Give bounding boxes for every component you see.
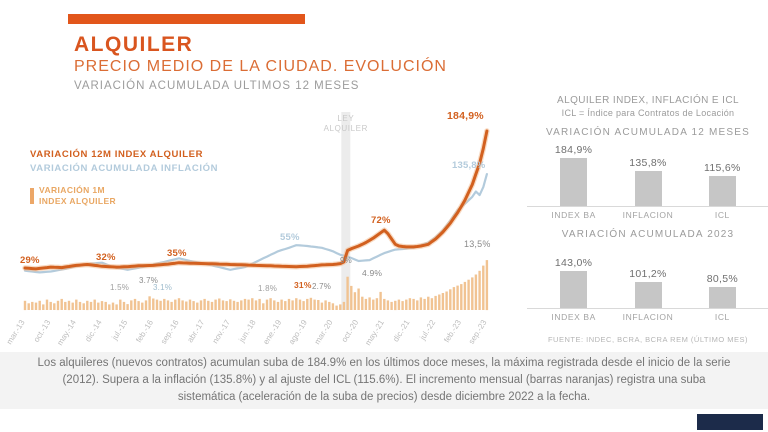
x-tick-label: ene.-19 (261, 318, 283, 346)
x-tick-label: abr.-17 (185, 318, 206, 344)
point-label: 1.8% (258, 284, 277, 293)
point-label: 32% (96, 252, 116, 263)
mini-bar-category: INFLACION (622, 210, 674, 220)
ley-alquiler-label: LEY (337, 114, 354, 123)
point-labels: 29% 32% 35% 1.5% 3.7%3.1% 1.8% 31% 2.7% 9% 4.9% 55… (20, 110, 491, 293)
mini-bar-value: 115,6% (704, 161, 741, 174)
point-label: 135,8% (452, 160, 486, 171)
ley-alquiler-label: ALQUILER (324, 124, 368, 133)
x-tick-label: feb.-23 (442, 318, 463, 344)
point-label: 3.7% (139, 276, 158, 285)
title-block: ALQUILER PRECIO MEDIO DE LA CIUDAD. EVOL… (74, 33, 447, 92)
x-tick-label: jun.-18 (237, 318, 258, 345)
mini-categories-row: INDEX BA INFLACION ICL (527, 309, 768, 322)
logo-bar (697, 414, 763, 430)
x-tick-label: jul.-22 (418, 318, 438, 343)
x-tick-label: ago.-19 (287, 318, 309, 346)
mini-chart-12m: 184,9% 135,8% 115,6% INDEX BA INFLACION ICL (527, 144, 768, 220)
mini-bar-category: INDEX BA (551, 210, 596, 220)
mini-bars-row: 143,0% 101,2% 80,5% (527, 246, 768, 308)
x-tick-label: mar.-20 (313, 318, 335, 346)
point-label: 72% (371, 215, 391, 226)
x-tick-label: dic.-14 (83, 318, 104, 344)
point-label: 184,9% (447, 110, 484, 122)
mini-chart-12m-title: VARIACIÓN ACUMULADA 12 MESES (545, 127, 751, 138)
legend-inflation: VARIACIÓN ACUMULADA INFLACIÓN (30, 163, 219, 174)
mini-bar-category: INDEX BA (551, 312, 596, 322)
point-label: 55% (280, 232, 300, 243)
mini-bar-value: 184,9% (554, 143, 593, 156)
legend-monthly-line2: INDEX ALQUILER (39, 195, 117, 206)
legend: VARIACIÓN 12M INDEX ALQUILER VARIACIÓN A… (30, 149, 218, 206)
mini-bar-group: 115,6% (686, 162, 759, 206)
mini-axis-line (527, 206, 768, 207)
mini-categories-row: INDEX BA INFLACION ICL (527, 207, 768, 220)
mini-bar (560, 157, 588, 206)
x-tick-label: sep.-23 (467, 318, 489, 346)
x-tick-label: oct.-13 (32, 318, 53, 344)
panel-title: ALQUILER INDEX, INFLACIÓN E ICL (557, 95, 739, 106)
point-label: 29% (20, 255, 40, 266)
point-label: 1.5% (110, 283, 129, 292)
mini-bar-group: 80,5% (686, 273, 759, 308)
index-line (23, 129, 489, 271)
accent-bar (68, 14, 305, 24)
mini-bar-category: ICL (714, 210, 730, 220)
mini-bar-group: 143,0% (537, 257, 610, 308)
panel-subtitle: ICL = Índice para Contratos de Locación (561, 108, 735, 118)
point-label: 31% (294, 280, 312, 290)
mini-bar-group: 184,9% (537, 144, 610, 206)
footnote-box: Los alquileres (nuevos contratos) acumul… (0, 352, 768, 409)
mini-bar-group: 135,8% (611, 157, 684, 206)
mini-bar-value: 80,5% (706, 273, 739, 286)
mini-chart-2023: 143,0% 101,2% 80,5% INDEX BA INFLACION ICL (527, 246, 768, 322)
mini-bar (708, 287, 736, 308)
mini-chart-2023-title: VARIACIÓN ACUMULADA 2023 (561, 229, 735, 240)
legend-monthly-line1: VARIACIÓN 1M (39, 185, 106, 195)
point-label: 3.1% (153, 283, 172, 292)
x-tick-label: may.-21 (363, 318, 386, 347)
page-tagline: VARIACIÓN ACUMULADA ULTIMOS 12 MESES (74, 80, 360, 93)
page-title: ALQUILER (74, 33, 194, 56)
mini-bar (708, 175, 736, 206)
point-label: 2.7% (312, 282, 331, 291)
point-label: 9% (340, 256, 352, 265)
bar-swatch-icon (30, 187, 34, 204)
mini-bar-value: 135,8% (629, 156, 667, 169)
mini-bar-value: 101,2% (629, 267, 667, 280)
x-tick-label: nov.-17 (211, 318, 233, 345)
mini-bar (634, 281, 662, 308)
source-note: FUENTE: INDEC, BCRA, BCRA REM (ÚLTIMO ME… (547, 335, 749, 344)
footnote-text: Los alquileres (nuevos contratos) acumul… (37, 356, 731, 404)
mini-bar (560, 270, 588, 308)
legend-index-12m: VARIACIÓN 12M INDEX ALQUILER (30, 149, 204, 160)
point-label: 13,5% (464, 239, 491, 249)
page-subtitle: PRECIO MEDIO DE LA CIUDAD. EVOLUCIÓN (74, 58, 447, 76)
point-label: 35% (167, 248, 187, 259)
mini-bars-row: 184,9% 135,8% 115,6% (527, 144, 768, 206)
monthly-bars (23, 260, 489, 311)
mini-axis-line (527, 308, 768, 309)
x-tick-label: may.-14 (55, 318, 78, 347)
mini-bar-group: 101,2% (611, 268, 684, 308)
legend-monthly-bars-label: VARIACIÓN 1M INDEX ALQUILER (39, 185, 116, 206)
mini-bar (634, 170, 662, 206)
x-axis-labels: mar.-13 oct.-13 may.-14 dic.-14 jul.-15 feb.-… (5, 318, 489, 347)
mini-bar-value: 143,0% (554, 256, 593, 269)
mini-bar-category: INFLACION (622, 312, 674, 322)
x-tick-label: oct.-20 (340, 318, 361, 344)
x-tick-label: feb.-16 (134, 318, 155, 344)
x-tick-label: jul.-15 (110, 318, 130, 343)
point-label: 4.9% (362, 268, 382, 278)
x-tick-label: dic.-21 (391, 318, 412, 344)
x-tick-label: mar.-13 (5, 318, 27, 346)
legend-monthly-bars: VARIACIÓN 1M INDEX ALQUILER (30, 185, 218, 206)
side-panel: ALQUILER INDEX, INFLACIÓN E ICL ICL = Ín… (527, 95, 768, 344)
x-tick-label: sep.-16 (159, 318, 181, 346)
mini-bar-category: ICL (714, 312, 730, 322)
